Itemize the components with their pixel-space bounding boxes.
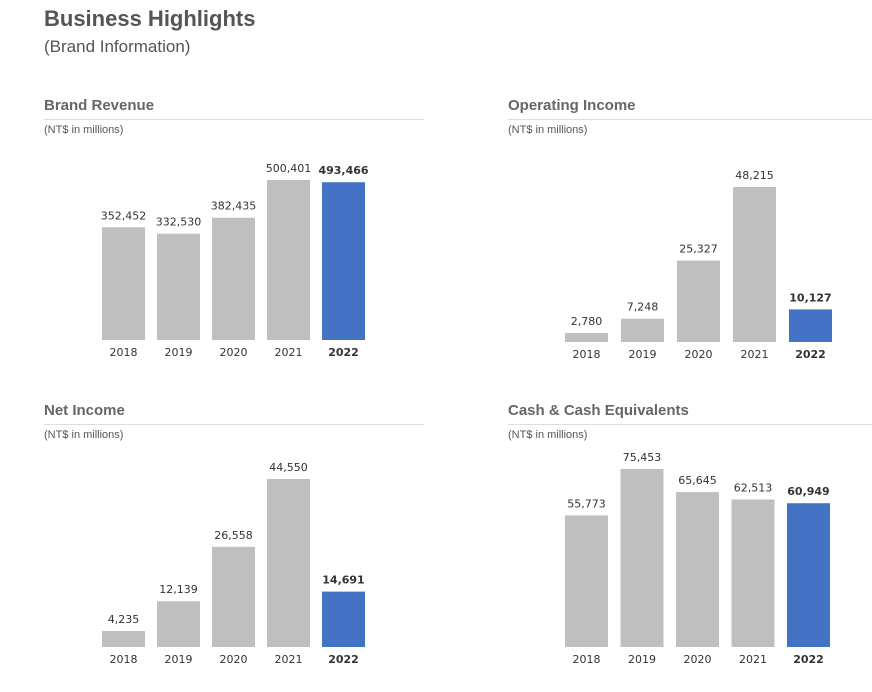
bar-2018 <box>102 631 145 647</box>
x-tick-label-2020: 2020 <box>220 653 248 666</box>
x-tick-label-2022: 2022 <box>795 348 826 361</box>
data-label-2019: 7,248 <box>627 301 659 314</box>
operating-income-chart: 2,780 2018 7,248 2019 25,327 2020 48,215 2021 10… <box>565 169 832 361</box>
data-label-2022: 493,466 <box>318 164 368 177</box>
cash-equivalents-chart: 55,773 2018 75,453 2019 65,645 2020 62,513 2021… <box>565 451 830 666</box>
data-label-2022: 60,949 <box>787 485 829 498</box>
x-tick-label-2018: 2018 <box>110 653 138 666</box>
chart-unit-label: (NT$ in millions) <box>44 124 124 136</box>
bar-2020 <box>677 260 720 342</box>
bar-2018 <box>565 333 608 342</box>
page-subtitle: (Brand Information) <box>44 37 191 56</box>
chart-title: Operating Income <box>508 97 636 114</box>
data-label-2020: 26,558 <box>214 529 253 542</box>
brand-revenue-chart: 352,452 2018 332,530 2019 382,435 2020 500,401… <box>101 162 369 359</box>
x-tick-label-2018: 2018 <box>573 348 601 361</box>
bar-2019 <box>620 469 664 647</box>
bar-2021 <box>267 180 310 340</box>
chart-unit-label: (NT$ in millions) <box>508 124 588 136</box>
data-label-2022: 14,691 <box>322 574 364 587</box>
chart-title: Brand Revenue <box>44 97 155 114</box>
title-divider <box>508 424 872 425</box>
x-tick-label-2021: 2021 <box>741 348 769 361</box>
bar-2021 <box>733 187 776 342</box>
x-tick-label-2020: 2020 <box>220 346 248 359</box>
x-tick-label-2019: 2019 <box>165 346 193 359</box>
bar-2021 <box>731 499 775 647</box>
bar-2020 <box>676 492 719 647</box>
chart-title: Net Income <box>44 402 125 419</box>
data-label-2019: 75,453 <box>623 451 662 464</box>
page-title: Business Highlights <box>44 6 256 31</box>
bar-2018 <box>102 227 145 340</box>
data-label-2019: 12,139 <box>159 583 198 596</box>
bar-2021 <box>267 479 310 647</box>
bar-2020 <box>212 217 255 340</box>
data-label-2018: 55,773 <box>567 497 606 510</box>
data-label-2021: 44,550 <box>269 461 308 474</box>
chart-unit-label: (NT$ in millions) <box>44 429 124 441</box>
title-divider <box>508 119 872 120</box>
bar-2020 <box>212 546 255 647</box>
bar-2019 <box>621 318 664 342</box>
x-tick-label-2020: 2020 <box>685 348 713 361</box>
bar-2019 <box>157 233 200 340</box>
title-divider <box>44 119 424 120</box>
chart-unit-label: (NT$ in millions) <box>508 429 588 441</box>
data-label-2021: 500,401 <box>266 162 312 175</box>
bar-2019 <box>157 601 200 647</box>
data-label-2021: 62,513 <box>734 482 773 495</box>
x-tick-label-2021: 2021 <box>739 653 767 666</box>
title-divider <box>44 424 424 425</box>
brand-revenue-chart-panel: Brand Revenue (NT$ in millions) 352,452 2… <box>44 97 424 367</box>
net-income-chart: 4,235 2018 12,139 2019 26,558 2020 44,550 2021 1… <box>102 461 365 666</box>
x-tick-label-2018: 2018 <box>110 346 138 359</box>
bar-2022 <box>787 503 830 647</box>
x-tick-label-2021: 2021 <box>275 346 303 359</box>
bar-2022 <box>322 591 365 647</box>
data-label-2018: 4,235 <box>108 613 140 626</box>
data-label-2018: 2,780 <box>571 315 603 328</box>
bar-2022 <box>322 182 365 340</box>
operating-income-chart-panel: Operating Income (NT$ in millions) 2,780… <box>508 97 872 367</box>
x-tick-label-2019: 2019 <box>628 653 656 666</box>
data-label-2020: 25,327 <box>679 243 718 256</box>
x-tick-label-2018: 2018 <box>573 653 601 666</box>
x-tick-label-2019: 2019 <box>629 348 657 361</box>
x-tick-label-2021: 2021 <box>275 653 303 666</box>
data-label-2021: 48,215 <box>735 169 774 182</box>
data-label-2020: 382,435 <box>211 200 257 213</box>
bar-2018 <box>565 515 608 647</box>
data-label-2020: 65,645 <box>678 474 717 487</box>
cash-equivalents-chart-panel: Cash & Cash Equivalents (NT$ in millions… <box>508 402 872 672</box>
x-tick-label-2022: 2022 <box>328 653 359 666</box>
x-tick-label-2022: 2022 <box>793 653 824 666</box>
net-income-chart-panel: Net Income (NT$ in millions) 4,235 2018 12… <box>44 402 424 672</box>
data-label-2018: 352,452 <box>101 209 147 222</box>
x-tick-label-2022: 2022 <box>328 346 359 359</box>
data-label-2019: 332,530 <box>156 216 202 229</box>
bar-2022 <box>789 309 832 342</box>
data-label-2022: 10,127 <box>789 291 831 304</box>
x-tick-label-2019: 2019 <box>165 653 193 666</box>
x-tick-label-2020: 2020 <box>684 653 712 666</box>
chart-title: Cash & Cash Equivalents <box>508 402 689 419</box>
